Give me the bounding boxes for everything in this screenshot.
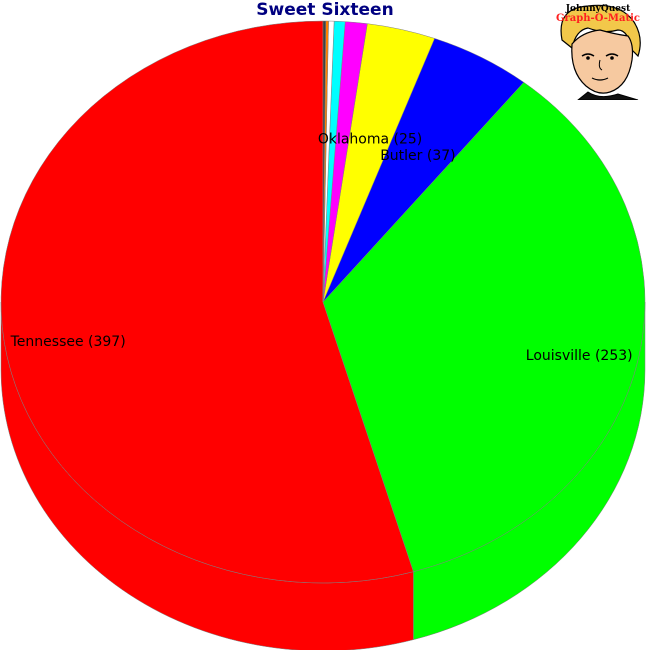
logo: JohnnyQuest Graph-O-Matic	[548, 0, 650, 100]
slice-label-tennessee: Tennessee (397)	[10, 334, 126, 350]
slice-label-louisville: Louisville (253)	[526, 348, 633, 364]
pie-slice-unlabeled-8	[322, 20, 327, 303]
chart-title: Sweet Sixteen	[256, 0, 394, 20]
pie-slice-louisville	[322, 81, 646, 572]
pie-slice-tennessee	[0, 20, 414, 584]
logo-line-1: JohnnyQuest	[565, 4, 631, 14]
cartoon-face-icon	[560, 4, 641, 100]
slice-label-butler: Butler (37)	[380, 148, 455, 164]
slice-label-oklahoma: Oklahoma (25)	[318, 131, 422, 147]
logo-line-2: Graph-O-Matic	[556, 13, 640, 24]
